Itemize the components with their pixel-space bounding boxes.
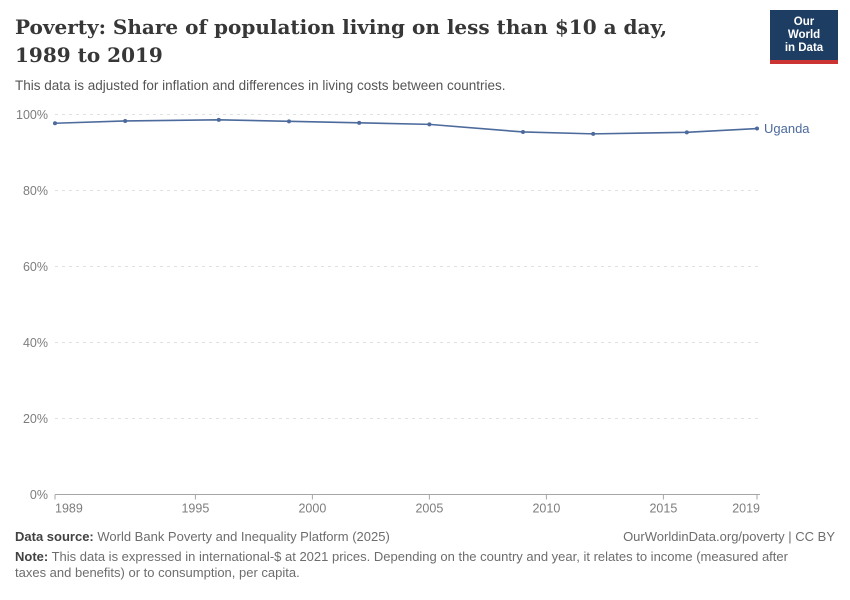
data-point-marker[interactable]: [684, 130, 689, 135]
data-point-marker[interactable]: [521, 129, 525, 134]
data-source-value: World Bank Poverty and Inequality Platfo…: [93, 529, 390, 544]
x-tick-label: 2005: [415, 502, 443, 516]
data-point-marker[interactable]: [287, 119, 291, 124]
note-line: Note: This data is expressed in internat…: [15, 549, 810, 581]
data-point-marker[interactable]: [53, 121, 57, 126]
x-tick-label: 1989: [55, 502, 83, 516]
y-tick-label: 100%: [16, 108, 48, 122]
data-point-marker[interactable]: [591, 131, 596, 136]
uganda-line-series[interactable]: [54, 119, 758, 135]
chart-footer: Data source: World Bank Poverty and Ineq…: [15, 529, 835, 581]
data-point-marker[interactable]: [357, 120, 362, 125]
owid-logo-line2: in Data: [784, 42, 824, 54]
page-title: Poverty: Share of population living on l…: [15, 15, 668, 67]
y-tick-label: 20%: [23, 412, 48, 426]
x-tick-label: 1995: [181, 502, 209, 516]
owid-logo-line1: Our World: [787, 16, 821, 41]
data-source-label: Data source:: [15, 529, 94, 544]
data-source-line: Data source: World Bank Poverty and Ineq…: [15, 529, 390, 545]
data-point-marker[interactable]: [216, 117, 221, 122]
x-tick-label: 2000: [298, 502, 326, 516]
chart-header: Poverty: Share of population living on l…: [0, 0, 850, 93]
data-point-marker[interactable]: [427, 122, 432, 127]
x-tick-label: 2010: [532, 502, 560, 516]
note-label: Note:: [15, 549, 49, 564]
owid-license-link[interactable]: OurWorldinData.org/poverty | CC BY: [623, 529, 835, 544]
y-tick-label: 0%: [30, 488, 48, 502]
x-tick-label: 2015: [649, 502, 677, 516]
note-value: This data is expressed in international-…: [15, 549, 788, 580]
y-tick-label: 60%: [23, 260, 48, 274]
chart-subtitle: This data is adjusted for inflation and …: [15, 78, 506, 93]
data-point-marker[interactable]: [755, 126, 759, 131]
x-tick-label: 2019: [732, 502, 760, 516]
y-tick-label: 40%: [23, 336, 48, 350]
owid-logo[interactable]: Our World in Data: [770, 10, 838, 64]
entity-label[interactable]: Uganda: [764, 121, 810, 136]
data-point-marker[interactable]: [123, 118, 128, 123]
y-tick-label: 80%: [23, 184, 48, 198]
